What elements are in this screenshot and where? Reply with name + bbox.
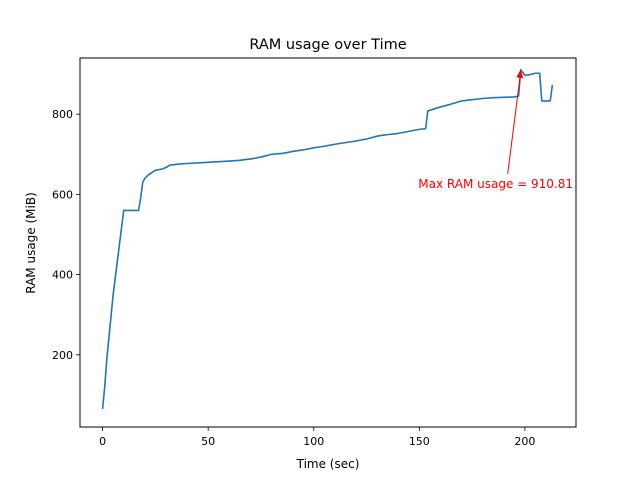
annotation-layer: Max RAM usage = 910.81 xyxy=(418,69,573,191)
x-axis-label: Time (sec) xyxy=(296,457,360,471)
y-axis-ticks: 200 400 600 800 xyxy=(52,108,80,362)
annotation-label: Max RAM usage = 910.81 xyxy=(418,177,573,191)
chart-title: RAM usage over Time xyxy=(249,37,406,53)
ram-usage-line xyxy=(101,68,554,410)
x-tick-label: 200 xyxy=(514,435,535,448)
y-tick-label: 200 xyxy=(52,349,73,362)
y-tick-label: 600 xyxy=(52,188,73,201)
y-tick-label: 800 xyxy=(52,108,73,121)
x-tick-label: 0 xyxy=(99,435,106,448)
x-tick-label: 150 xyxy=(409,435,430,448)
y-tick-label: 400 xyxy=(52,269,73,282)
x-tick-label: 50 xyxy=(201,435,215,448)
y-axis-label: RAM usage (MiB) xyxy=(24,192,38,294)
axes-frame xyxy=(79,57,577,428)
annotation-arrow-head xyxy=(516,69,524,79)
plot-area xyxy=(101,68,554,410)
annotation-arrow-shaft xyxy=(507,71,522,175)
x-tick-label: 100 xyxy=(303,435,324,448)
x-axis-ticks: 0 50 100 150 200 xyxy=(99,427,535,448)
